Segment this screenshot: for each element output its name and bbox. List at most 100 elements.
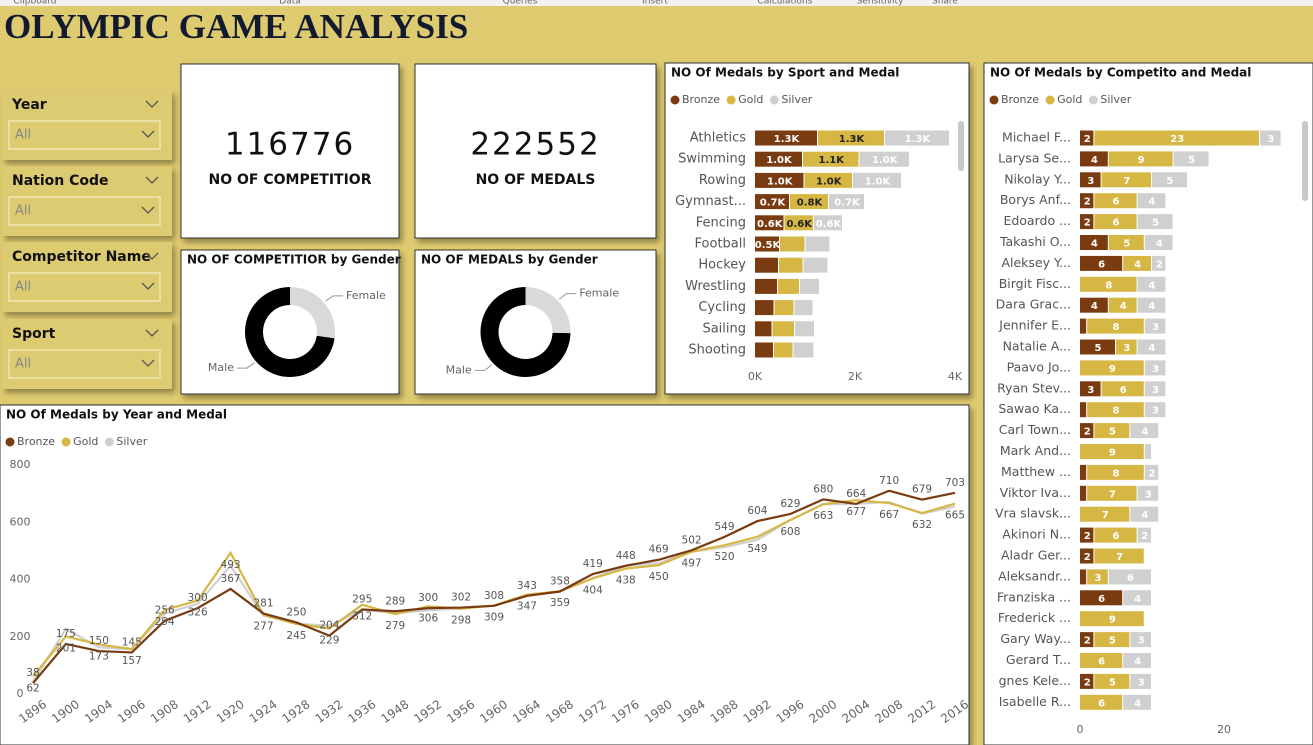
slicer-label: Sport [12,326,56,342]
slicer-label: Nation Code [12,173,109,189]
bar-segment [803,151,859,167]
data-label: 5 [1188,155,1195,166]
data-label: 7 [1109,489,1116,500]
legend-label: Bronze [17,435,55,448]
slicer-value: All [15,280,31,295]
bar-segment [1080,590,1123,606]
bar-segment [1144,464,1159,480]
legend-marker [989,95,999,105]
data-label: 4 [1091,301,1098,312]
chevron [141,130,155,138]
data-label: 664 [846,488,866,500]
bar-segment [1144,444,1151,459]
data-label: 38 [26,667,39,679]
data-label: 62 [26,682,39,694]
bar-segment [803,257,828,273]
bar-segment [755,321,772,337]
bar-segment [1123,694,1151,710]
legend-marker [104,437,114,447]
data-label: 1.0K [766,155,793,166]
ribbon-label: Data [279,0,301,7]
slicer-dropdown[interactable] [8,349,161,379]
bar-segment [1094,193,1137,209]
bar-segment [1101,381,1144,397]
bar-segment [1130,423,1159,439]
category-label: Gerard T... [1006,652,1071,667]
slicer-label: Competitor Name [12,249,151,265]
data-label: 4 [1141,427,1148,438]
data-label: 2 [1084,134,1091,145]
data-label: 306 [418,612,438,624]
data-label: 4 [1134,698,1141,709]
bar-segment [1144,402,1166,418]
donut-label: Male [446,363,472,376]
ribbon-label: Clipboard [14,0,57,7]
bar-segment [800,278,819,294]
slicer-value: All [15,357,31,372]
data-label: 300 [188,592,208,604]
data-label: 281 [253,598,273,610]
category-label: Nikolay Y... [1004,171,1071,186]
data-label: 326 [188,607,208,619]
data-label: 1.3K [905,134,932,145]
kpi-label: NO OF COMPETITIOR [209,172,372,188]
data-label: 2 [1084,531,1091,542]
data-label: 343 [517,580,537,592]
data-label: 629 [780,498,800,510]
bar-segment [755,257,778,273]
slicer-dropdown[interactable] [8,272,161,302]
category-label: Carl Town... [999,422,1071,437]
data-label: 359 [550,597,570,609]
data-label: 502 [682,534,702,546]
bar-segment [1094,130,1259,146]
bar-segment [1108,151,1173,167]
chevron [141,282,155,290]
bar-segment [885,130,949,146]
data-label: 6 [1098,594,1105,605]
y-tick-label: 800 [10,458,31,471]
data-label: 679 [912,484,932,496]
x-tick-label: 20 [1217,723,1231,736]
data-label: 3 [1087,385,1094,396]
bar-segment [1260,130,1281,146]
data-label: 469 [649,544,669,556]
data-label: 2 [1149,468,1156,479]
data-label: 0.6K [787,219,814,230]
legend-label: Bronze [1001,93,1039,106]
bar-segment [1080,172,1101,188]
slicer-dropdown[interactable] [8,120,161,150]
bar-segment [793,342,814,358]
data-label: 604 [747,505,767,517]
slicer-dropdown[interactable] [8,196,161,226]
bar-segment [784,215,813,231]
bar-segment [755,300,774,316]
data-label: 175 [56,628,76,640]
category-label: Dara Grac... [996,297,1071,312]
data-label: 2 [1141,531,1148,542]
data-label: 1.1K [819,155,846,166]
bar-segment [1080,632,1094,648]
data-label: 6 [1098,259,1105,270]
bar-segment [805,236,830,252]
scrollbar[interactable] [1302,121,1308,201]
scrollbar[interactable] [958,121,964,171]
bar-segment [814,215,842,231]
data-label: 201 [56,642,76,654]
donut-label: Female [579,287,619,300]
legend-label: Gold [738,93,763,106]
bar-segment [1080,423,1094,439]
bar-segment [1123,255,1151,271]
data-label: 308 [484,590,504,602]
data-label: 549 [747,543,767,555]
bar-segment [1137,485,1159,501]
category-label: Aladr Ger... [1001,548,1071,563]
chevron [141,206,155,214]
chart-title: NO OF MEDALS by Gender [421,253,598,267]
kpi-label: NO OF MEDALS [476,172,596,188]
legend-marker [726,95,736,105]
data-label: 3 [1152,322,1159,333]
category-label: Mark And... [1000,443,1071,458]
bar-segment [778,278,799,294]
data-label: 450 [649,571,669,583]
dashboard-title: OLYMPIC GAME ANALYSIS [4,7,468,46]
